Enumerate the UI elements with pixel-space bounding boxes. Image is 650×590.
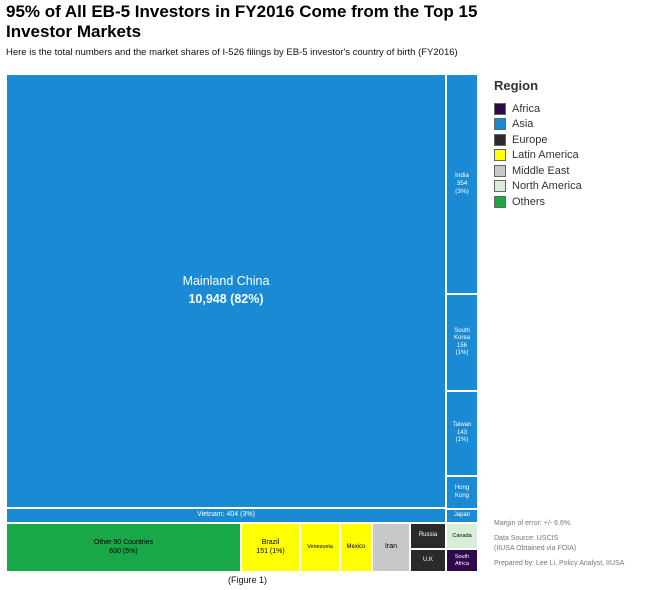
legend-item-asia: Asia	[494, 117, 582, 133]
treemap-tile-canada: Canada	[446, 523, 478, 549]
treemap-tile-mexico: Mexico	[340, 523, 372, 572]
tile-label: Japan	[453, 512, 471, 519]
treemap-tile-iran: Iran	[372, 523, 410, 572]
legend-swatch	[494, 164, 506, 177]
tile-value: 151 (1%)	[256, 547, 285, 555]
tile-value: 156	[456, 342, 467, 349]
tile-label: Canada	[452, 532, 472, 539]
tile-label: Iran	[384, 543, 398, 551]
tile-value: 10,948 (82%)	[188, 292, 264, 306]
legend-item-latin-america: Latin America	[494, 148, 582, 164]
legend-title: Region	[494, 78, 539, 93]
legend-label: Africa	[512, 102, 541, 115]
tile-percent: (1%)	[455, 350, 469, 356]
tile-label: Mainland China	[182, 274, 270, 289]
legend-label: Others	[512, 195, 546, 208]
legend-item-north-america: North America	[494, 179, 582, 195]
legend-label: North America	[512, 180, 582, 193]
legend-label: Middle East	[512, 164, 570, 177]
treemap-tile-venezuela: Venezuela	[300, 523, 340, 572]
chart-notes: Margin of error: +/- 6.6%. Data Source: …	[494, 519, 624, 569]
legend-swatch	[494, 180, 506, 193]
legend-label: Europe	[512, 133, 548, 146]
treemap-tile-brazil: Brazil 151 (1%)	[241, 523, 300, 572]
legend-swatch	[494, 195, 506, 208]
legend-items: Africa Asia Europe Latin America Middle East…	[494, 101, 582, 210]
tile-label: U.K	[422, 556, 433, 563]
treemap-tile-russia: Russia	[410, 523, 446, 549]
treemap-tile-hong-kong: Hong Kong	[446, 476, 478, 509]
tile-label: South Africa	[454, 553, 470, 567]
tile-percent: (3%)	[455, 188, 469, 196]
legend-item-middle-east: Middle East	[494, 163, 582, 179]
legend-label: Latin America	[512, 149, 579, 162]
legend-swatch	[494, 118, 506, 131]
chart-title: 95% of All EB-5 Investors in FY2016 Come…	[6, 2, 478, 41]
margin-of-error-note: Margin of error: +/- 6.6%.	[494, 520, 573, 527]
treemap-tile-mainland-china: Mainland China 10,948 (82%)	[6, 74, 446, 508]
treemap-tile-japan: Japan	[446, 509, 478, 523]
tile-label: Hong Kong	[454, 485, 470, 499]
legend-item-africa: Africa	[494, 101, 582, 117]
data-source-note: Data Source: USCIS	[494, 535, 559, 542]
tile-value: 404 (3%)	[226, 511, 255, 519]
treemap-tile-u-k: U.K	[410, 549, 446, 572]
tile-label: South Korea	[453, 327, 470, 342]
tile-label: Other 90 Countries	[93, 538, 154, 546]
tile-label-group: Vietnam: 404 (3%)	[197, 511, 255, 520]
tile-value: 143	[456, 429, 467, 436]
legend-item-europe: Europe	[494, 132, 582, 148]
tile-label: Venezuela	[307, 544, 333, 551]
tile-percent: (1%)	[455, 437, 469, 444]
tile-label: Mexico	[346, 543, 366, 550]
treemap-tile-south-korea: South Korea 156 (1%)	[446, 294, 478, 391]
prepared-by-note: Prepared by: Lee Li, Policy Analyst, IIU…	[494, 560, 625, 567]
tile-label: Taiwan	[452, 422, 472, 429]
treemap-tile-vietnam: Vietnam: 404 (3%)	[6, 508, 446, 523]
figure-caption: (Figure 1)	[228, 575, 268, 585]
treemap-tile-south-africa: South Africa	[446, 549, 478, 572]
treemap-tile-taiwan: Taiwan 143 (1%)	[446, 391, 478, 476]
legend: Region Africa Asia Europe Latin America Midd…	[494, 78, 582, 210]
tile-value: 600 (5%)	[109, 547, 138, 555]
tile-label: Vietnam	[197, 511, 223, 519]
tile-label-separator: :	[222, 511, 227, 519]
treemap-tile-other-90-countries: Other 90 Countries 600 (5%)	[6, 523, 241, 572]
legend-item-others: Others	[494, 194, 582, 210]
tile-label: Brazil	[261, 538, 280, 546]
tile-label: Russia	[418, 532, 438, 539]
treemap-tile-india: India 354 (3%)	[446, 74, 478, 294]
legend-swatch	[494, 133, 506, 146]
legend-swatch	[494, 102, 506, 115]
treemap: Mainland China 10,948 (82%) Vietnam: 404 (…	[6, 74, 478, 572]
data-source-detail-note: (IIUSA Obtained via FOIA)	[494, 545, 577, 552]
tile-value: 354	[456, 179, 468, 187]
tile-label: India	[454, 171, 470, 179]
chart-subtitle: Here is the total numbers and the market…	[6, 47, 458, 58]
legend-label: Asia	[512, 118, 534, 131]
legend-swatch	[494, 149, 506, 162]
